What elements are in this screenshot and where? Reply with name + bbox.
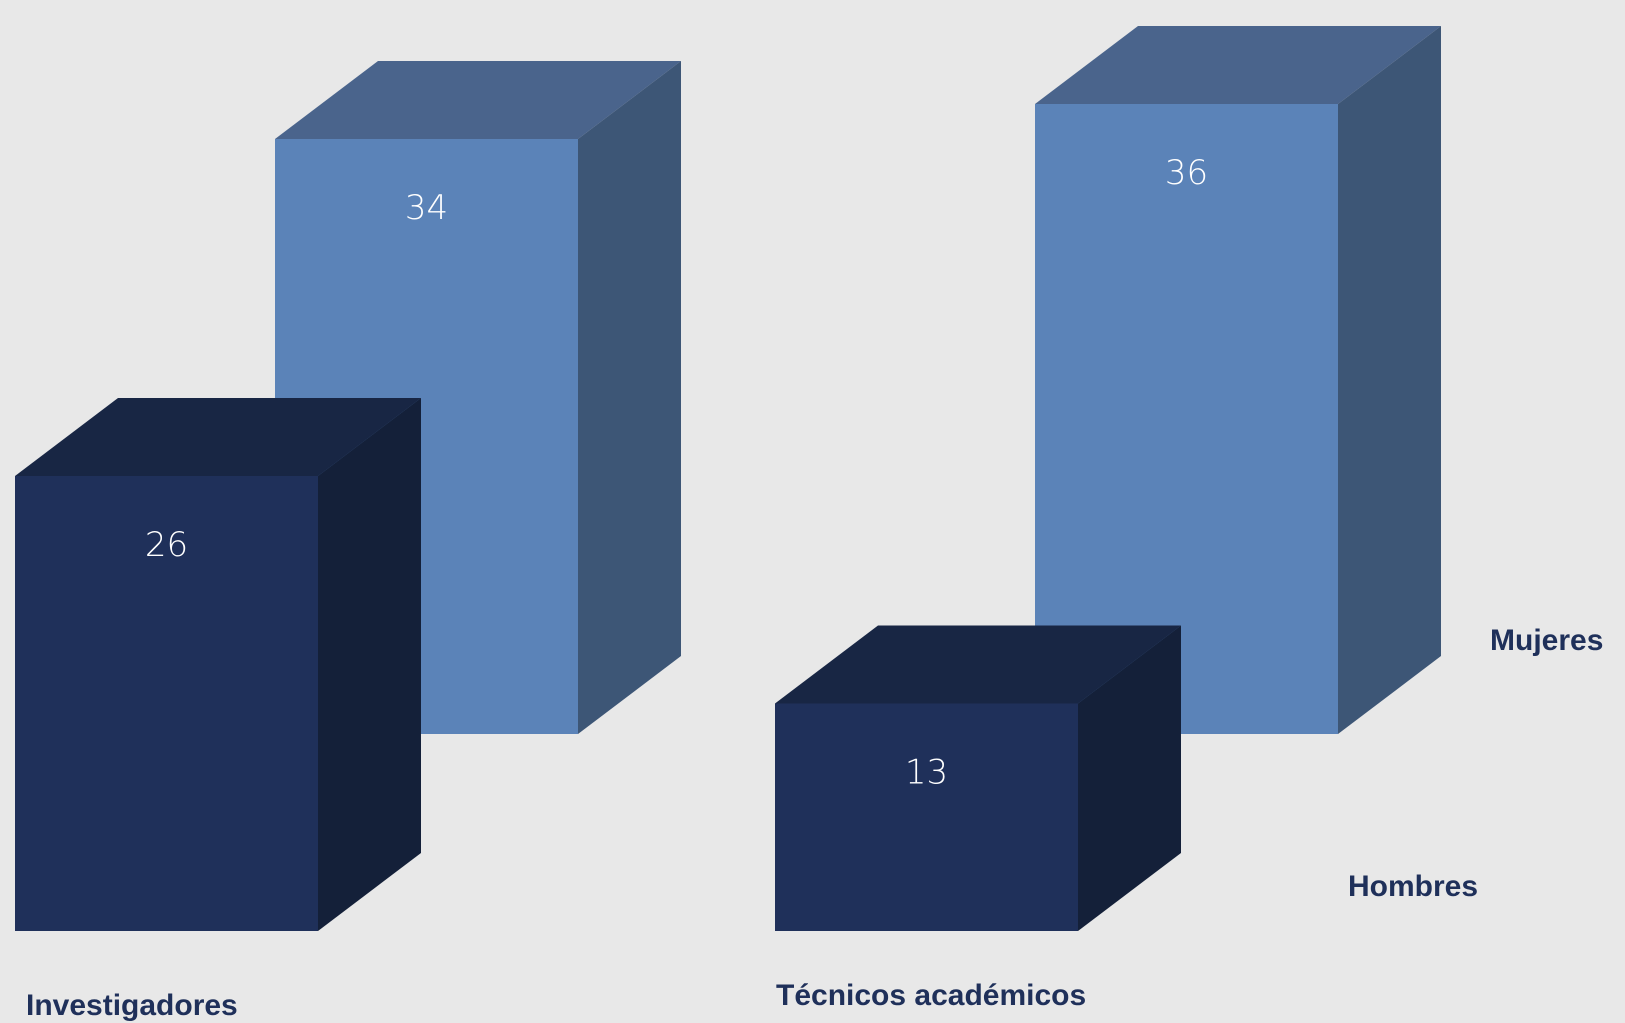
category-label-tecnicos-academicos: Técnicos académicos [776,979,1086,1012]
bar-mujeres-1-side [1338,26,1441,734]
bar-hombres-0-value-label: 26 [145,525,188,565]
bar-mujeres-1-top [1035,26,1441,104]
mujeres-series: 34 36 [275,26,1441,734]
bar-hombres-1-side [1078,625,1181,931]
bar-hombres-1-top [775,625,1181,704]
bar-hombres-0-side [318,398,421,931]
bar-hombres-1-value-label: 13 [905,753,948,793]
bar-hombres-1-front [775,703,1078,931]
bar-mujeres-0-side [578,61,681,734]
bar-hombres-0-top [15,398,421,476]
bar-mujeres-0-value-label: 34 [405,188,448,228]
bar-hombres-0: 26 [15,398,421,931]
hombres-series: 26 13 [15,398,1181,931]
category-label-investigadores: Investigadores [26,989,238,1022]
series-label-mujeres: Mujeres [1490,624,1603,657]
bar-hombres-0-front [15,476,318,931]
series-label-hombres: Hombres [1348,870,1478,903]
bar-mujeres-1-value-label: 36 [1165,153,1208,193]
bar-hombres-1: 13 [775,625,1181,931]
bar-mujeres-0-top [275,61,681,139]
